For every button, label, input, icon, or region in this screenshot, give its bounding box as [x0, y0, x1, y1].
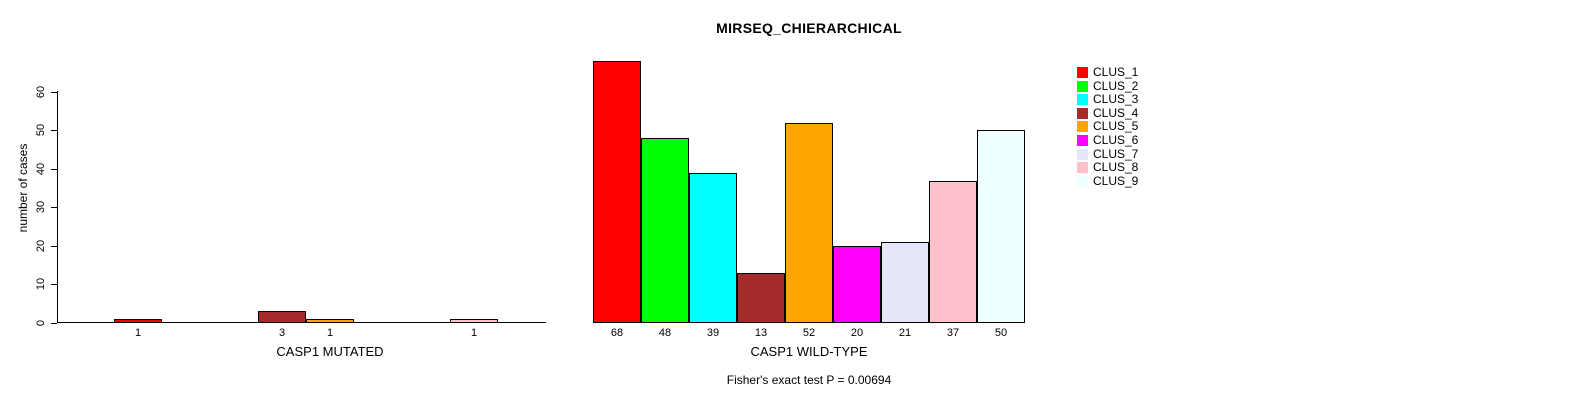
legend-swatch [1077, 176, 1088, 187]
y-axis-tick [51, 246, 57, 247]
legend-item-CLUS_7: CLUS_7 [1077, 148, 1138, 161]
bar-value-label: 50 [994, 327, 1008, 339]
legend-label: CLUS_7 [1093, 147, 1139, 161]
x-axis-title-mutated: CASP1 MUTATED [276, 344, 384, 359]
bar-CLUS_9 [977, 130, 1025, 323]
y-axis-tick [51, 130, 57, 131]
bar-value-label: 13 [754, 327, 768, 339]
y-axis-tick [51, 323, 57, 324]
bar-value-label: 3 [278, 327, 286, 339]
legend-item-CLUS_2: CLUS_2 [1077, 80, 1138, 93]
bar-value-label: 52 [802, 327, 816, 339]
y-axis-tick [51, 207, 57, 208]
bar-CLUS_7 [881, 242, 929, 323]
y-axis-tick-label: 30 [35, 200, 47, 214]
y-axis-tick [51, 284, 57, 285]
bar-CLUS_6 [833, 246, 881, 323]
bar-value-label: 68 [610, 327, 624, 339]
bar-CLUS_3 [689, 173, 737, 323]
bar-value-label: 21 [898, 327, 912, 339]
bar-value-label: 48 [658, 327, 672, 339]
legend-item-CLUS_8: CLUS_8 [1077, 161, 1138, 174]
y-axis-tick [51, 169, 57, 170]
bar-value-label: 37 [946, 327, 960, 339]
y-axis-title: number of cases [16, 143, 30, 233]
y-axis-tick-label: 20 [35, 239, 47, 253]
fisher-test-annotation: Fisher's exact test P = 0.00694 [726, 373, 892, 387]
y-axis-tick-label: 50 [35, 123, 47, 137]
bar-value-label: 39 [706, 327, 720, 339]
x-axis-title-wildtype: CASP1 WILD-TYPE [750, 344, 868, 359]
legend-item-CLUS_3: CLUS_3 [1077, 93, 1138, 106]
y-axis-tick-label: 10 [35, 277, 47, 291]
legend-label: CLUS_6 [1093, 133, 1139, 147]
legend-swatch [1077, 135, 1088, 146]
legend-label: CLUS_5 [1093, 119, 1139, 133]
legend-swatch [1077, 67, 1088, 78]
legend-swatch [1077, 149, 1088, 160]
bar-value-label: 1 [470, 327, 478, 339]
y-axis-tick [51, 92, 57, 93]
legend-item-CLUS_9: CLUS_9 [1077, 175, 1138, 188]
legend-item-CLUS_1: CLUS_1 [1077, 66, 1138, 79]
bar-CLUS_1 [114, 319, 162, 323]
legend-label: CLUS_8 [1093, 160, 1139, 174]
y-axis-tick-label: 40 [35, 162, 47, 176]
bar-CLUS_1 [593, 61, 641, 323]
bar-CLUS_8 [450, 319, 498, 323]
bar-value-label: 1 [326, 327, 334, 339]
legend-label: CLUS_9 [1093, 174, 1139, 188]
bar-value-label: 1 [134, 327, 142, 339]
bar-CLUS_5 [785, 123, 833, 323]
legend-swatch [1077, 94, 1088, 105]
legend-swatch [1077, 121, 1088, 132]
legend-item-CLUS_4: CLUS_4 [1077, 107, 1138, 120]
legend-swatch [1077, 108, 1088, 119]
bar-CLUS_5 [306, 319, 354, 323]
legend-swatch [1077, 81, 1088, 92]
legend-item-CLUS_6: CLUS_6 [1077, 134, 1138, 147]
legend-label: CLUS_2 [1093, 79, 1139, 93]
y-axis-tick-label: 0 [35, 319, 47, 327]
y-axis-line [57, 91, 58, 323]
chart-title: MIRSEQ_CHIERARCHICAL [716, 20, 902, 36]
bar-value-label: 20 [850, 327, 864, 339]
bar-CLUS_2 [641, 138, 689, 323]
legend-item-CLUS_5: CLUS_5 [1077, 120, 1138, 133]
legend-swatch [1077, 162, 1088, 173]
legend-label: CLUS_1 [1093, 65, 1139, 79]
bar-CLUS_4 [737, 273, 785, 323]
legend-label: CLUS_4 [1093, 106, 1139, 120]
y-axis-tick-label: 60 [35, 85, 47, 99]
bar-CLUS_8 [929, 181, 977, 323]
legend-label: CLUS_3 [1093, 92, 1139, 106]
bar-CLUS_4 [258, 311, 306, 323]
